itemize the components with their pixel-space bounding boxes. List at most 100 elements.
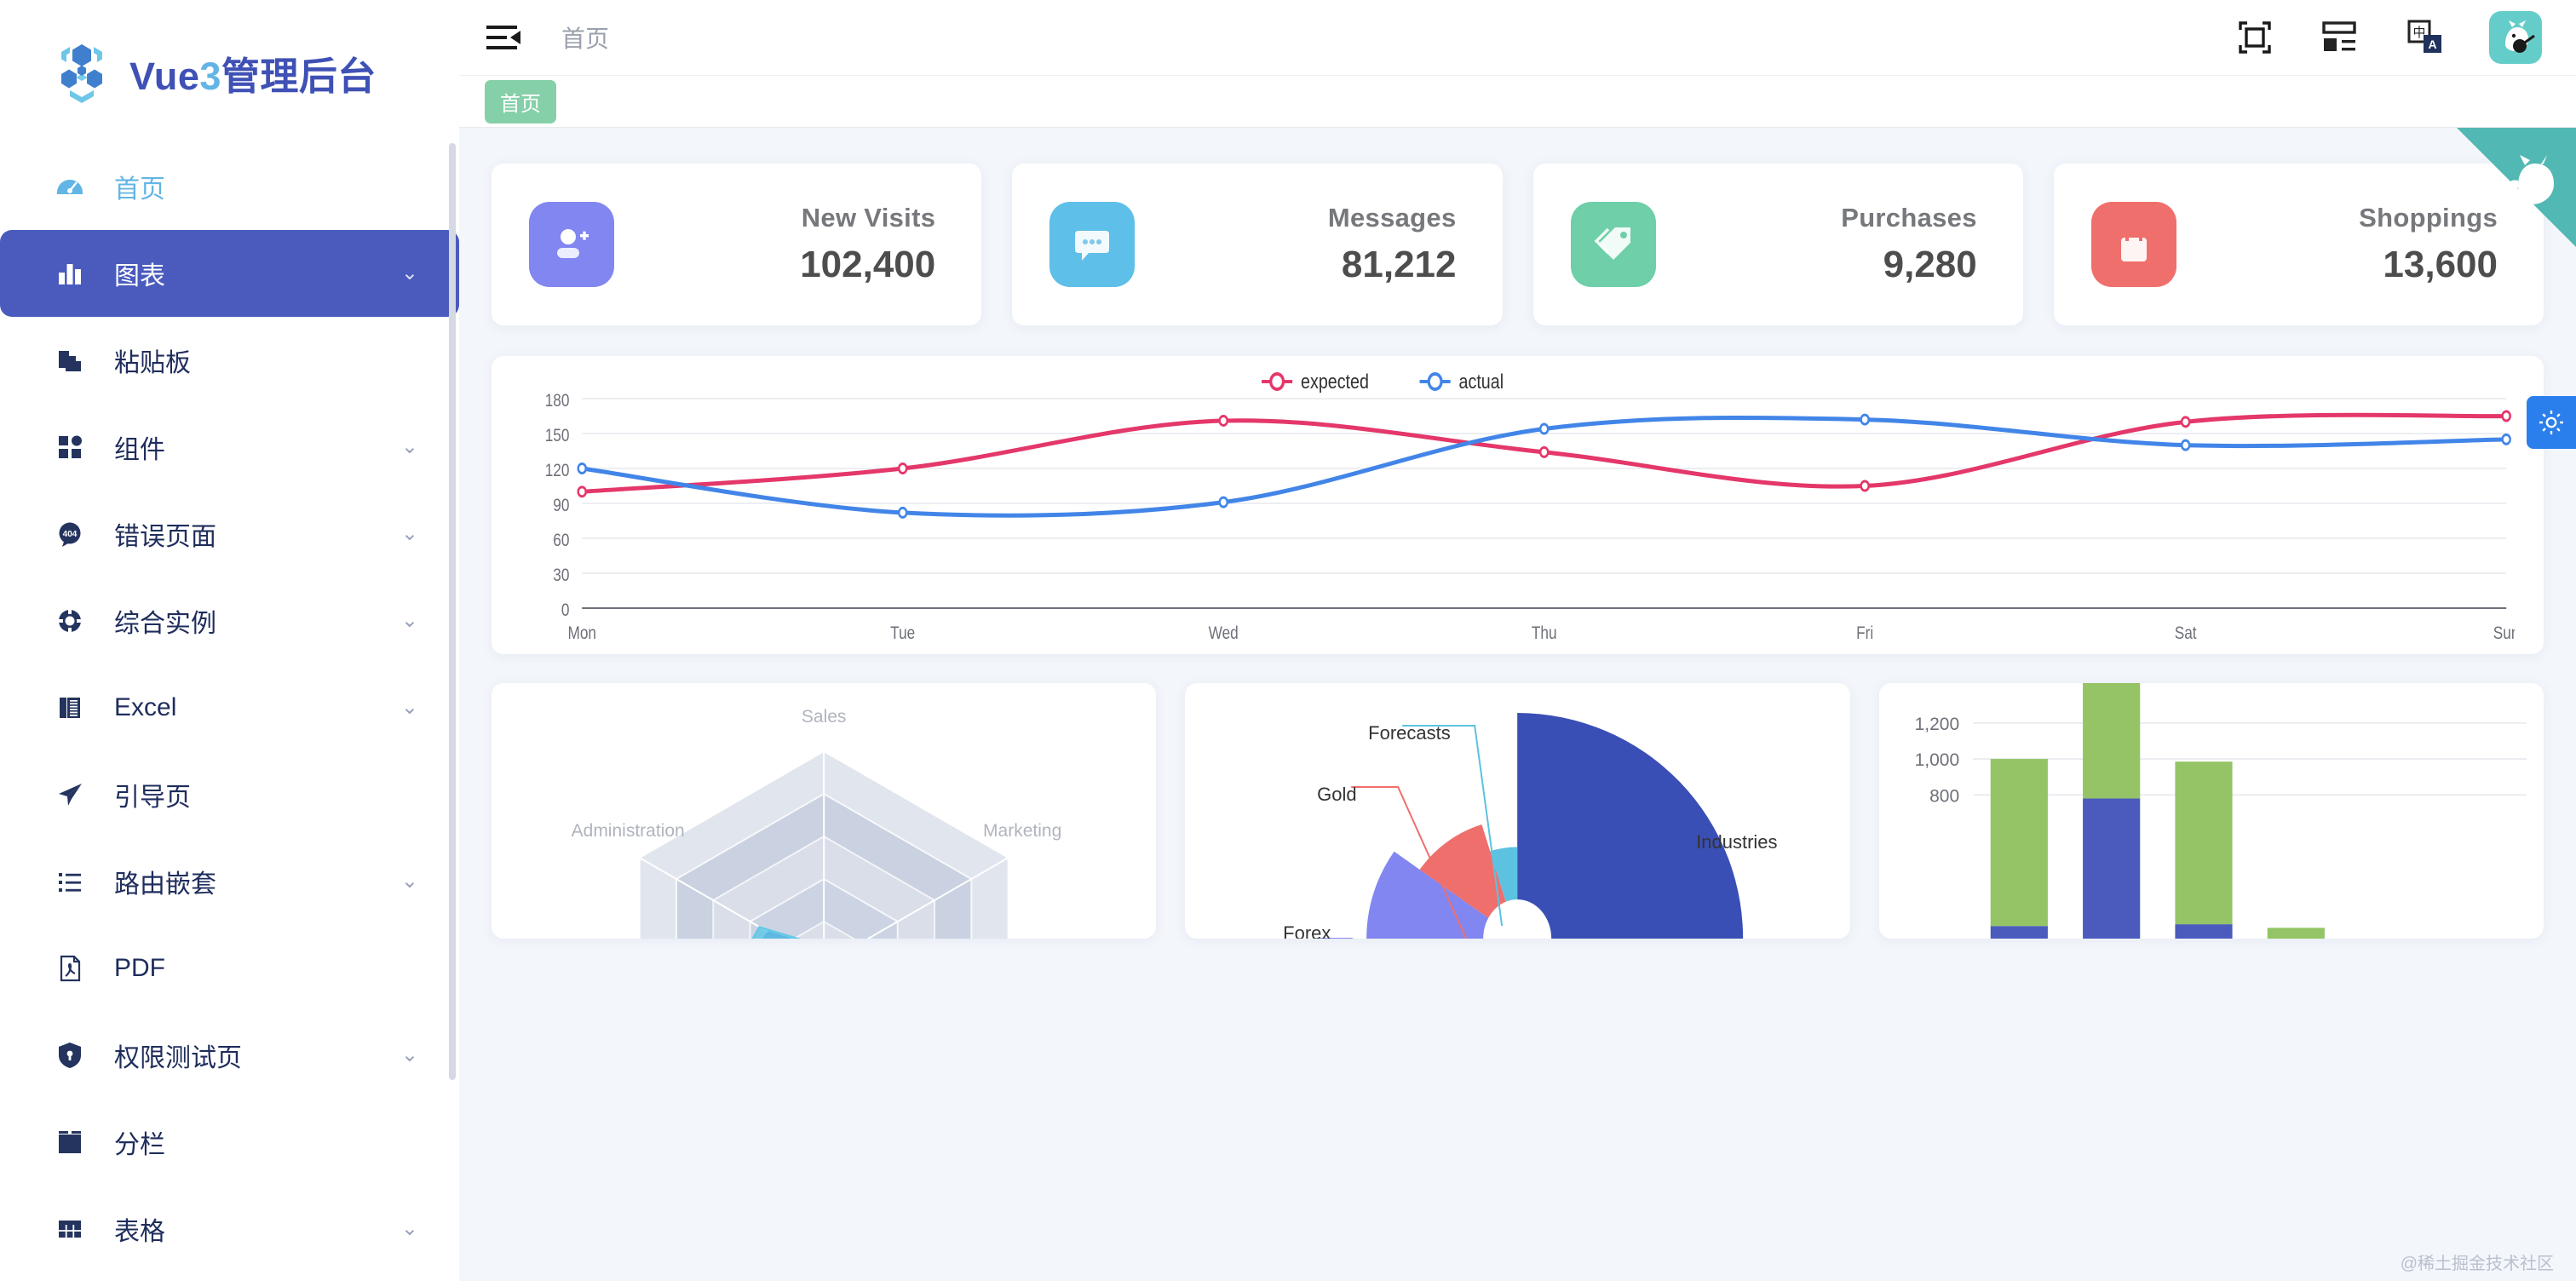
y-axis-tick: 30 <box>553 566 569 586</box>
pdf-file-icon <box>53 954 87 983</box>
stat-label: New Visits <box>801 203 936 233</box>
sidebar-item-Excel[interactable]: Excel ⌄ <box>0 664 459 751</box>
data-point <box>2501 433 2511 445</box>
mixed-bar-chart: 800 1,000 1,200 <box>1914 683 2527 939</box>
pie-label-leader <box>1648 842 1682 893</box>
stat-card[interactable]: Purchases 9,280 <box>1532 164 2023 325</box>
stat-label: Purchases <box>1841 203 1977 233</box>
pie-label: Industries <box>1696 831 1777 853</box>
shopping-bag-icon <box>2090 202 2176 287</box>
stat-label: Messages <box>1327 203 1457 233</box>
sidebar-item-权限测试页[interactable]: 权限测试页 ⌄ <box>0 1012 459 1099</box>
fullscreen-icon[interactable] <box>2234 16 2276 59</box>
pie-label: Forecasts <box>1368 722 1451 744</box>
chevron-down-icon: ⌄ <box>400 522 418 545</box>
sidebar-item-路由嵌套[interactable]: 路由嵌套 ⌄ <box>0 838 459 925</box>
app-logo[interactable]: Vue3管理后台 <box>0 0 459 111</box>
sidebar-item-粘贴板[interactable]: 粘贴板 <box>0 317 459 404</box>
y-axis-tick: 60 <box>553 531 569 551</box>
radar-axis-label: Sales <box>802 707 847 727</box>
sidebar-item-综合实例[interactable]: 综合实例 ⌄ <box>0 577 459 664</box>
stat-value: 81,212 <box>1341 244 1457 285</box>
sidebar-item-表格[interactable]: 表格 ⌄ <box>0 1186 459 1272</box>
breadcrumb[interactable]: 首页 <box>561 26 610 52</box>
user-add-icon <box>529 202 614 287</box>
y-axis-tick: 800 <box>1929 786 1959 806</box>
x-axis-tick: Fri <box>1856 624 1873 644</box>
chevron-down-icon: ⌄ <box>400 870 418 893</box>
bar-segment-green <box>2267 928 2325 939</box>
chevron-down-icon: ⌄ <box>400 435 418 458</box>
y-axis-tick: 150 <box>545 427 570 446</box>
list-nested-icon <box>53 867 87 896</box>
pie-label-leader <box>1402 725 1504 927</box>
x-axis-tick: Tue <box>890 624 915 644</box>
sidebar-item-PDF[interactable]: PDF <box>0 925 459 1012</box>
x-axis-tick: Mon <box>567 624 596 644</box>
pie-label: Gold <box>1317 784 1356 805</box>
sidebar-scrollbar[interactable] <box>449 143 456 1080</box>
rose-pie-chart-card: Forecasts Gold Forex Industries <box>1185 683 1850 939</box>
sidebar-item-图表[interactable]: 图表 ⌄ <box>0 230 459 317</box>
sidebar-item-label: 权限测试页 <box>114 1044 242 1072</box>
navbar-actions: 中 A <box>2234 11 2542 64</box>
gear-icon <box>2539 411 2563 434</box>
sidebar-item-分栏[interactable]: 分栏 <box>0 1099 459 1186</box>
sidebar-item-label: 分栏 <box>114 1131 165 1159</box>
stat-card[interactable]: Messages 81,212 <box>1012 164 1503 325</box>
layout-size-icon[interactable] <box>2319 16 2361 59</box>
stat-text: Shoppings 13,600 <box>2359 203 2498 286</box>
stat-value: 102,400 <box>800 244 936 285</box>
stat-card-row: New Visits 102,400 Messages 81,212 Purchases… <box>492 164 2544 325</box>
sidebar: Vue3管理后台 首页 图表 ⌄ 粘贴板 组件 ⌄ 404 错误页面 ⌄ 综合实例 ⌄ Excel ⌄ 引… <box>0 0 459 1281</box>
pie-label: Forex <box>1283 922 1331 939</box>
price-tag-icon <box>1570 202 1656 287</box>
data-point <box>1860 413 1870 426</box>
sidebar-item-首页[interactable]: 首页 <box>0 143 459 230</box>
radar-chart-card: Sales Administration Marketing <box>492 683 1157 939</box>
message-icon <box>1049 202 1136 287</box>
data-point <box>2180 416 2191 428</box>
bar-chart-card: 800 1,000 1,200 <box>1878 683 2544 939</box>
sidebar-item-组件[interactable]: 组件 ⌄ <box>0 404 459 491</box>
bar-segment-blue <box>2082 798 2140 939</box>
lifebuoy-icon <box>53 606 87 635</box>
vue-logo-icon <box>53 40 111 105</box>
page-content: New Visits 102,400 Messages 81,212 Purchases… <box>459 128 2576 1281</box>
table-grid-icon <box>53 1215 87 1244</box>
watermark-text: @稀土掘金技术社区 <box>2400 1255 2554 1273</box>
tag-bar: 首页 <box>459 75 2576 128</box>
svg-text:A: A <box>2428 37 2436 51</box>
rose-pie-chart: Forecasts Gold Forex Industries <box>1283 713 1778 939</box>
dashboard-icon <box>53 172 87 201</box>
hamburger-fold-icon[interactable] <box>485 18 524 57</box>
sidebar-item-引导页[interactable]: 引导页 <box>0 751 459 838</box>
app-title: Vue3管理后台 <box>129 54 377 98</box>
bar-segment-green <box>2175 761 2233 925</box>
excel-file-icon <box>53 693 87 722</box>
stat-card[interactable]: New Visits 102,400 <box>492 164 982 325</box>
x-axis-tick: Sat <box>2175 624 2197 644</box>
sidebar-item-错误页面[interactable]: 404 错误页面 ⌄ <box>0 491 459 577</box>
legend-label: expected <box>1301 370 1369 393</box>
bar-segment-blue <box>2175 924 2233 939</box>
shield-lock-icon <box>53 1041 87 1070</box>
y-axis-tick: 1,000 <box>1914 750 1959 770</box>
bar-chart-icon <box>53 259 87 288</box>
data-point <box>1218 496 1228 508</box>
chart-legend: expected actual <box>1262 370 1504 393</box>
settings-drawer-button[interactable] <box>2527 396 2576 449</box>
avatar[interactable] <box>2489 11 2542 64</box>
columns-icon <box>53 1128 87 1157</box>
y-axis-tick: 0 <box>561 601 570 621</box>
sidebar-item-label: Excel <box>114 693 177 721</box>
sidebar-item-label: 错误页面 <box>114 523 216 551</box>
stat-card[interactable]: Shoppings 13,600 <box>2053 164 2544 325</box>
sidebar-item-label: 组件 <box>114 436 165 464</box>
tag-item-home[interactable]: 首页 <box>485 79 556 124</box>
data-point <box>577 485 587 498</box>
x-axis-tick: Wed <box>1209 624 1239 644</box>
language-translate-icon[interactable]: 中 A <box>2404 16 2447 59</box>
chevron-down-icon: ⌄ <box>400 261 418 284</box>
